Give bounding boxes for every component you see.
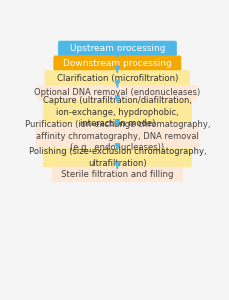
FancyBboxPatch shape [52, 167, 183, 182]
FancyBboxPatch shape [54, 56, 181, 71]
Text: Downstream processing: Downstream processing [63, 59, 172, 68]
FancyBboxPatch shape [43, 148, 191, 167]
Text: Sterile filtration and filling: Sterile filtration and filling [61, 170, 174, 179]
Text: Optional DNA removal (endonucleases): Optional DNA removal (endonucleases) [34, 88, 200, 97]
Text: Clarification (microfiltration): Clarification (microfiltration) [57, 74, 178, 82]
FancyBboxPatch shape [58, 41, 177, 56]
Text: Upstream processing: Upstream processing [70, 44, 165, 53]
FancyBboxPatch shape [43, 100, 191, 124]
Text: Purification (ion-exchange chromatography,
affinity chromatography, DNA removal
: Purification (ion-exchange chromatograph… [25, 120, 210, 152]
FancyBboxPatch shape [36, 124, 199, 148]
Text: Capture (ultrafiltration/diafiltration,
ion-exchange, hypdrophobic,
interaction : Capture (ultrafiltration/diafiltration, … [43, 96, 192, 128]
Text: Polishing (size-exclusion chromatography,
ultrafiltration): Polishing (size-exclusion chromatography… [29, 147, 206, 168]
FancyBboxPatch shape [38, 85, 197, 100]
FancyBboxPatch shape [45, 71, 190, 86]
